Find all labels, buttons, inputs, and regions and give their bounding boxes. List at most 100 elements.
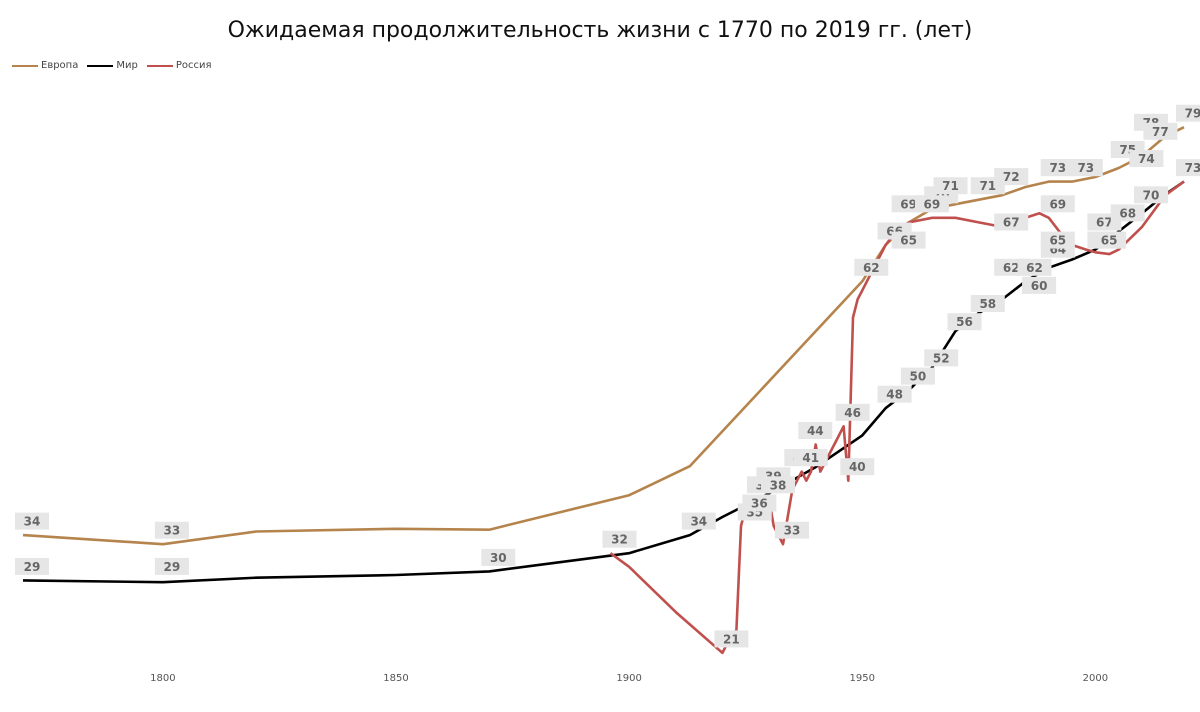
data-label-text: 65 [1049,234,1066,248]
x-tick-label: 2000 [1083,673,1108,684]
data-label-russia: 41 [793,449,828,467]
data-label-text: 79 [1185,107,1200,121]
data-label-box [891,231,926,249]
data-label-box [877,385,912,403]
x-tick-label: 1800 [150,673,175,684]
data-label-box [1040,195,1075,213]
data-label-russia: 33 [775,521,809,539]
data-label-text: 34 [690,515,707,529]
data-label-world: 52 [924,349,959,367]
data-label-text: 65 [900,234,917,248]
series-line-europe [22,126,1185,546]
data-label-box [1022,276,1057,294]
data-label-text: 71 [979,179,996,193]
data-label-text: 62 [1003,261,1020,275]
data-label-text: 29 [24,560,41,574]
data-label-box [1092,231,1127,249]
data-label-text: 50 [910,370,927,384]
data-label-text: 65 [1101,234,1118,248]
legend-label-europe: Европа [41,60,79,71]
legend-swatch-russia [146,64,173,67]
legend: Европа Мир Россия [12,60,221,71]
data-label-russia: 77 [1143,122,1178,140]
data-label-box [1176,159,1200,177]
data-label-world: 30 [481,548,516,566]
legend-item-europe: Европа [12,60,78,71]
data-label-russia: 60 [1022,276,1057,294]
data-label-text: 69 [900,197,917,211]
legend-swatch-world [87,64,114,67]
data-label-box [602,530,637,548]
data-label-text: 41 [802,451,819,465]
data-label-text: 33 [784,524,801,538]
data-label-box [761,476,795,494]
legend-label-russia: Россия [175,60,212,71]
data-label-box [1110,204,1145,222]
data-label-text: 73 [1185,161,1200,175]
data-label-box [1129,150,1164,167]
data-label-world: 70 [1134,186,1168,204]
data-label-text: 32 [611,533,628,547]
data-label-russia: 71 [933,177,968,195]
data-label-text: 52 [933,351,950,365]
chart-title: Ожидаемая продолжительность жизни с 1770… [227,18,973,43]
data-label-russia: 38 [761,476,795,494]
data-label-text: 56 [956,315,973,329]
data-label-text: 62 [863,261,880,275]
data-label-box [742,494,777,512]
data-label-text: 29 [164,560,181,574]
data-label-box [1143,122,1178,140]
data-label-russia: 62 [1017,258,1052,276]
data-label-world: 29 [154,557,189,575]
x-tick-label: 1850 [383,673,408,684]
data-label-world: 29 [15,557,49,575]
legend-label-world: Мир [116,60,138,71]
data-label-box [1176,104,1200,122]
data-label-box [900,367,935,385]
data-label-text: 40 [849,460,866,474]
data-label-russia: 65 [1040,231,1075,249]
data-label-europe: 34 [15,512,49,530]
data-label-europe: 79 [1176,104,1200,122]
data-label-text: 73 [1049,161,1066,175]
data-label-world: 68 [1110,204,1145,222]
data-label-russia: 46 [835,403,870,421]
data-label-box [1068,159,1103,177]
data-label-box [681,512,716,530]
data-label-box [994,168,1029,186]
data-label-russia: 74 [1129,150,1164,167]
data-label-text: 60 [1031,279,1048,293]
data-label-text: 21 [723,632,740,646]
legend-item-world: Мир [87,60,138,71]
data-label-text: 72 [1003,170,1020,184]
data-label-russia: 21 [714,630,749,648]
data-label-box [1040,159,1075,177]
data-label-russia: 67 [994,213,1029,231]
data-label-box [1017,258,1052,276]
data-label-text: 68 [1119,206,1136,220]
data-label-box [798,422,833,439]
data-label-russia: 69 [914,195,949,213]
data-label-text: 46 [844,406,861,420]
data-label-box [835,403,870,421]
data-label-russia: 65 [891,231,926,249]
data-label-text: 34 [24,515,41,529]
data-label-box [714,630,749,648]
data-label-text: 70 [1143,188,1160,202]
data-label-box [1040,231,1075,249]
data-label-world: 58 [970,295,1005,312]
data-label-russia: 40 [840,458,875,476]
data-label-text: 74 [1138,152,1155,166]
data-label-box [481,548,516,566]
data-label-text: 62 [1026,261,1043,275]
data-label-world: 56 [947,313,982,331]
data-label-world: 34 [681,512,716,530]
data-label-box [154,521,189,539]
data-label-box [914,195,949,213]
data-label-text: 71 [942,179,959,193]
data-label-text: 77 [1152,125,1169,139]
data-label-text: 69 [1049,197,1066,211]
data-label-text: 67 [1003,216,1020,230]
data-label-text: 44 [807,424,824,438]
